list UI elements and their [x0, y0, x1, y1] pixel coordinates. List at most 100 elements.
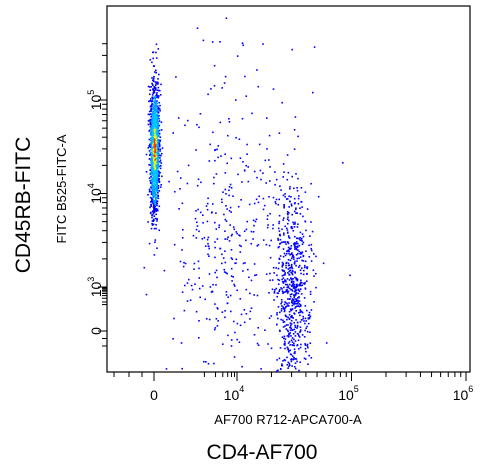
data-point [158, 153, 160, 156]
data-point [230, 234, 233, 237]
data-point [153, 205, 155, 207]
data-point [284, 195, 286, 198]
data-point [297, 237, 299, 240]
data-point [253, 294, 255, 296]
data-point [223, 271, 226, 273]
data-point [157, 96, 160, 99]
data-point [239, 298, 242, 300]
y-tick-label: 103 [86, 277, 104, 298]
data-point [206, 238, 209, 241]
data-point [309, 235, 311, 237]
data-point [153, 129, 156, 131]
data-point [286, 364, 289, 366]
data-point [150, 134, 152, 136]
data-point [304, 288, 307, 290]
data-point [154, 107, 157, 110]
data-point [148, 100, 150, 103]
data-point [149, 179, 151, 182]
data-point [257, 201, 260, 204]
data-point [301, 240, 303, 242]
data-point [207, 236, 210, 239]
data-point [293, 328, 296, 331]
data-point [289, 332, 291, 334]
data-point [304, 264, 306, 267]
data-point [270, 315, 273, 317]
data-point [306, 345, 309, 347]
data-point [299, 346, 302, 349]
data-point [158, 205, 161, 208]
data-point [294, 302, 296, 305]
data-point [180, 177, 182, 179]
data-point [207, 242, 209, 245]
data-point [155, 148, 158, 150]
data-point [155, 94, 158, 97]
data-point [157, 129, 159, 132]
data-point [151, 126, 154, 128]
data-point [150, 200, 153, 203]
data-point [286, 290, 288, 292]
data-point [239, 234, 241, 237]
data-point [147, 85, 150, 88]
data-point [294, 362, 297, 364]
data-point [287, 342, 290, 344]
data-point [281, 278, 283, 281]
data-point [221, 87, 223, 89]
data-point [154, 160, 157, 163]
data-point [294, 340, 297, 342]
data-point [154, 118, 157, 120]
data-point [300, 319, 303, 321]
data-point [308, 256, 311, 258]
data-point [143, 266, 146, 269]
data-point [299, 256, 302, 258]
data-point [215, 318, 218, 320]
data-point [181, 202, 184, 205]
data-point [246, 220, 248, 223]
data-point [230, 257, 233, 259]
data-point [282, 163, 285, 165]
data-point [155, 209, 158, 212]
data-point [224, 153, 226, 155]
data-point [284, 309, 286, 312]
data-point [245, 239, 247, 242]
data-point [150, 159, 152, 161]
data-point [297, 223, 299, 225]
data-point [151, 135, 154, 137]
data-point [149, 121, 151, 123]
data-point [172, 338, 174, 340]
data-point [283, 303, 286, 306]
data-point [288, 206, 290, 208]
data-point [290, 227, 293, 229]
data-point [148, 130, 150, 132]
data-point [283, 232, 285, 234]
data-point [294, 324, 296, 327]
data-point [309, 293, 312, 295]
data-point [294, 352, 296, 355]
data-point [224, 310, 226, 312]
data-point [188, 278, 190, 281]
data-point [154, 113, 156, 116]
data-point [157, 141, 159, 143]
data-point [193, 262, 196, 265]
data-point [152, 184, 154, 186]
data-point [272, 227, 274, 230]
data-point [157, 166, 159, 168]
data-point [150, 168, 153, 171]
data-point [228, 210, 231, 212]
data-point [283, 206, 285, 209]
data-point [155, 156, 157, 159]
data-point [154, 122, 156, 125]
data-point [287, 285, 289, 288]
data-point [256, 342, 259, 345]
data-point [282, 321, 285, 323]
data-point [160, 184, 162, 186]
data-point [280, 308, 283, 310]
data-point [289, 200, 291, 203]
data-point [155, 213, 157, 216]
data-point [209, 286, 212, 288]
data-point [252, 238, 254, 240]
data-point [202, 222, 204, 224]
data-point [272, 88, 275, 90]
data-point [151, 82, 153, 85]
data-point [184, 124, 186, 127]
data-point [178, 208, 180, 210]
